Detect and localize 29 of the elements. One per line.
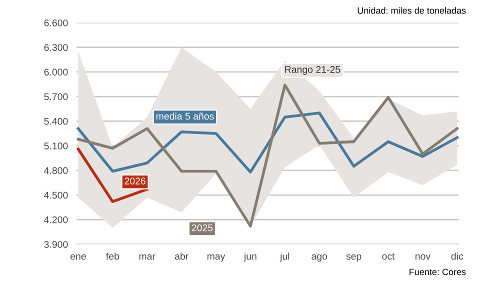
- y-tick-label: 5.400: [44, 118, 68, 125]
- x-tick-label: abr: [174, 252, 188, 260]
- text: 2025: [192, 224, 213, 232]
- y-tick-label: 4.200: [44, 216, 68, 224]
- chart-subtitle: Unidad: miles de toneladas: [358, 7, 466, 14]
- y-tick-label: 6.600: [44, 19, 68, 26]
- line-series: [76, 112, 459, 174]
- y-tick-label: 5.100: [44, 142, 68, 150]
- y-tick-label: 6.000: [44, 68, 68, 76]
- source-note: Fuente: Cores: [410, 268, 466, 276]
- x-tick-label: nov: [416, 254, 431, 260]
- x-tick-label: feb: [106, 252, 120, 260]
- y-tick-label: 3.900: [44, 240, 68, 248]
- y-tick-label: 6.300: [44, 44, 68, 51]
- series-label: 2026: [124, 178, 146, 184]
- y-tick-label: 4.500: [44, 192, 68, 199]
- x-tick-label: mar: [139, 254, 156, 260]
- x-tick-label: sep: [346, 254, 362, 262]
- x-tick-label: may: [207, 254, 226, 262]
- x-tick-label: dic: [451, 252, 464, 260]
- x-tick-label: jul: [280, 252, 290, 262]
- annotation: Rango 21-25: [285, 66, 340, 75]
- series-label: media 5 años: [156, 112, 214, 120]
- x-tick-label: oct: [382, 253, 395, 260]
- x-tick-label: jun: [244, 252, 256, 262]
- x-tick-label: ene: [70, 254, 86, 260]
- y-tick-label: 4.800: [44, 167, 68, 174]
- y-tick-label: 5.700: [44, 93, 68, 100]
- x-tick-label: ago: [312, 254, 328, 262]
